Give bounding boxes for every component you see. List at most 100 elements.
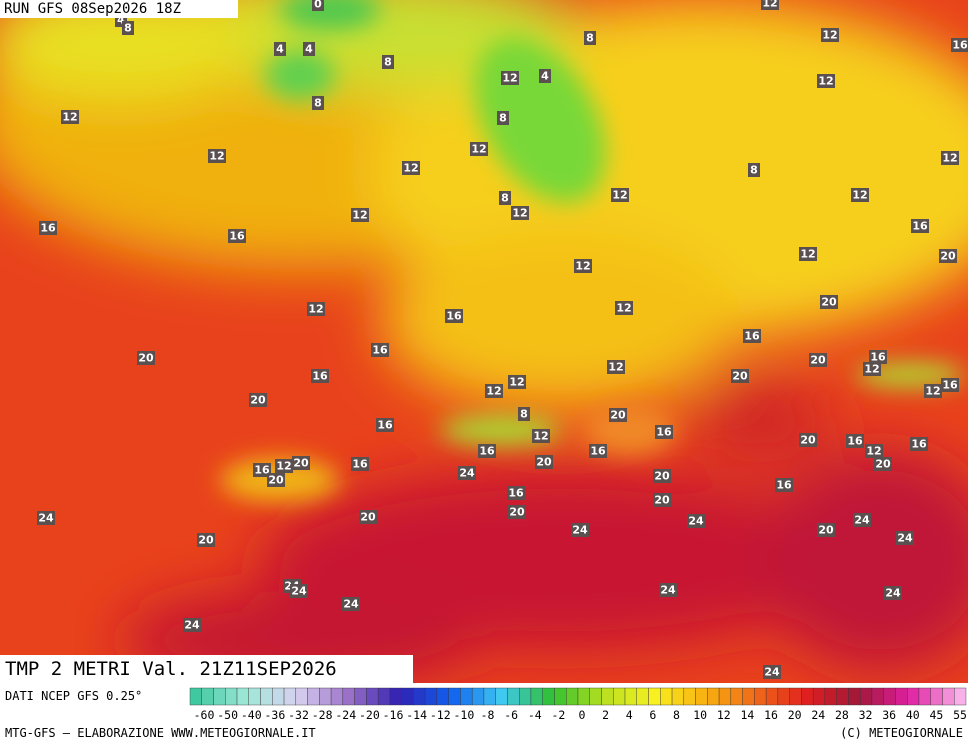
colorbar-tick-label: 4 (626, 708, 633, 722)
colorbar-swatch (283, 687, 297, 706)
contour-label: 20 (536, 456, 552, 469)
colorbar-tick-label: 28 (835, 708, 849, 722)
colorbar-tick-label: 10 (693, 708, 707, 722)
label-box (763, 665, 781, 679)
label-box (307, 302, 325, 316)
contour-label: 8 (750, 164, 758, 177)
contour-label: 12 (276, 460, 291, 473)
temperature-field (0, 0, 968, 690)
colorbar-swatch (812, 687, 826, 706)
colorbar-tick-label: -10 (453, 708, 474, 722)
colorbar-tick-label: 45 (929, 708, 943, 722)
label-box (253, 463, 271, 477)
label-box (61, 110, 79, 124)
contour-label: 12 (800, 248, 815, 261)
colorbar-swatch (554, 687, 567, 706)
colorbar-swatch (601, 687, 614, 706)
label-box (183, 618, 201, 632)
colorbar-swatch (589, 687, 602, 706)
colorbar-swatch (730, 687, 743, 706)
contour-label: 16 (508, 487, 524, 500)
label-box (853, 513, 871, 527)
contour-label: 16 (446, 310, 462, 323)
label-box (748, 163, 760, 177)
colorbar-swatch (260, 687, 273, 706)
colorbar-tick-label: -40 (241, 708, 262, 722)
contour-label: 12 (533, 430, 548, 443)
colorbar-swatch (695, 687, 708, 706)
contour-label: 8 (520, 408, 528, 421)
label-box (941, 378, 959, 392)
label-box (653, 469, 671, 483)
label-box (941, 151, 959, 165)
label-box (267, 473, 285, 487)
colorbar-swatch (671, 687, 685, 706)
contour-label: 16 (312, 370, 328, 383)
label-box (910, 437, 928, 451)
colorbar-swatch (448, 687, 461, 706)
colorbar-swatch (918, 687, 931, 706)
colorbar-tick-label: -50 (217, 708, 238, 722)
colorbar-tick-label: -28 (312, 708, 333, 722)
label-box (653, 493, 671, 507)
label-box (303, 42, 315, 56)
colorbar: -60 -50 -40 -36 -32 -28 -24 -20 -16 -14 -12 -10 -8 -6… (189, 687, 967, 722)
label-box (371, 343, 389, 357)
label-box (743, 329, 761, 343)
label-box (508, 505, 526, 519)
label-box (911, 219, 929, 233)
label-box (655, 425, 673, 439)
run-box (0, 0, 238, 18)
contour-label: 16 (942, 379, 958, 392)
label-box (809, 353, 827, 367)
colorbar-swatch (859, 687, 873, 706)
colorbar-tick-label: -14 (406, 708, 427, 722)
contour-label: 24 (291, 585, 307, 598)
colorbar-swatch (471, 687, 485, 706)
contour-label: 20 (821, 296, 837, 309)
colorbar-swatch (942, 687, 955, 706)
colorbar-swatch (624, 687, 637, 706)
contour-label: 24 (184, 619, 200, 632)
colorbar-tick-label: -60 (194, 708, 215, 722)
label-box (311, 369, 329, 383)
colorbar-tick-label: -20 (359, 708, 380, 722)
label-box (292, 456, 310, 470)
label-box (470, 142, 488, 156)
contour-label: 8 (501, 192, 509, 205)
contour-label: 12 (62, 111, 77, 124)
label-box (122, 21, 134, 35)
contour-label: 24 (764, 666, 780, 679)
label-box (497, 111, 509, 125)
label-box (817, 523, 835, 537)
colorbar-swatch (201, 687, 214, 706)
label-box (485, 384, 503, 398)
colorbar-swatch (354, 687, 367, 706)
contour-label: 20 (198, 534, 214, 547)
contour-label: 16 (377, 419, 393, 432)
colorbar-swatch (366, 687, 379, 706)
contour-label: 12 (403, 162, 418, 175)
colorbar-swatch (507, 687, 520, 706)
contour-label: 16 (372, 344, 388, 357)
contour-label: 24 (854, 514, 870, 527)
contour-label: 24 (572, 524, 588, 537)
contour-label: 20 (293, 457, 309, 470)
colorbar-swatch (213, 687, 226, 706)
label-box (351, 457, 369, 471)
contour-label: 8 (499, 112, 507, 125)
colorbar-tick-label: 24 (811, 708, 825, 722)
label-box (137, 351, 155, 365)
label-box (511, 206, 529, 220)
contour-label: 20 (268, 474, 284, 487)
contour-label: 4 (541, 70, 549, 83)
contour-label: 12 (852, 189, 867, 202)
label-box (615, 301, 633, 315)
contour-label: 12 (209, 150, 224, 163)
colorbar-swatch (789, 687, 802, 706)
colorbar-swatch (636, 687, 649, 706)
label-box (290, 584, 308, 598)
contour-label: 16 (870, 351, 886, 364)
